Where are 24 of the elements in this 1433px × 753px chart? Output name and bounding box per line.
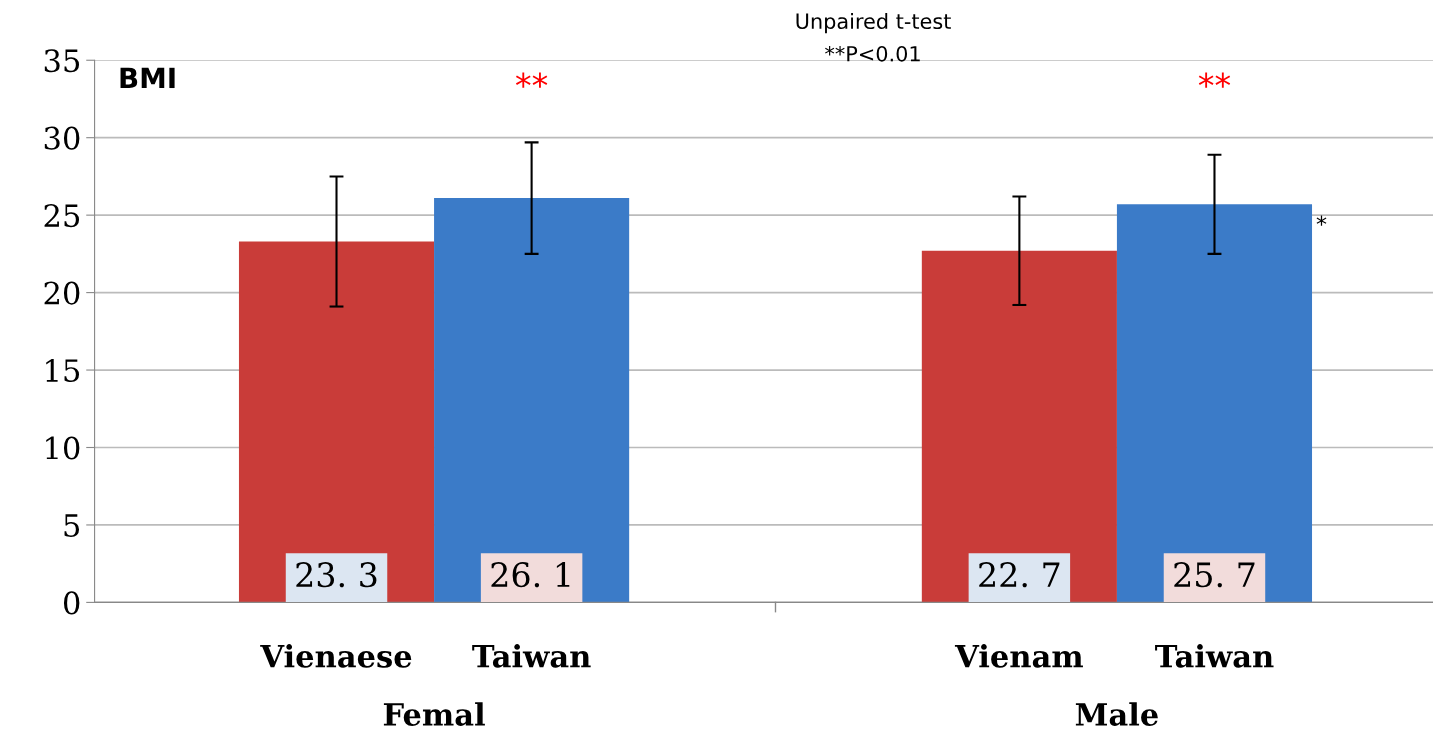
y-tick-label: 20 [44, 281, 80, 305]
annotation: ** [515, 72, 548, 88]
annotation: * [1316, 215, 1327, 226]
text: Male [1075, 702, 1158, 726]
data-label: 25. 7 [1174, 562, 1255, 588]
data-label: 23. 3 [296, 562, 377, 588]
y-tick-label: 30 [44, 126, 80, 150]
text: Femal [383, 702, 485, 726]
y-axis-title: BMI [120, 67, 175, 89]
y-tick-label: 10 [46, 436, 80, 460]
x-tick-label: Taiwan [1155, 644, 1274, 668]
y-tick-label: 0 [63, 591, 80, 615]
y-tick-label: 15 [46, 358, 80, 383]
text: Unpaired t-test [796, 12, 951, 34]
data-label: 26. 1 [491, 562, 570, 588]
y-tick-label: 35 [44, 49, 80, 73]
x-tick-label: Taiwan [472, 644, 591, 668]
x-tick-label: Vienam [954, 644, 1083, 668]
x-tick-label: Vienaese [260, 644, 412, 668]
annotation: **P<0.01 [825, 45, 920, 62]
annotation: ** [1198, 72, 1231, 88]
data-label: 22. 7 [979, 562, 1060, 588]
y-tick-label: 5 [64, 514, 80, 537]
y-tick-label: 25 [44, 204, 80, 228]
